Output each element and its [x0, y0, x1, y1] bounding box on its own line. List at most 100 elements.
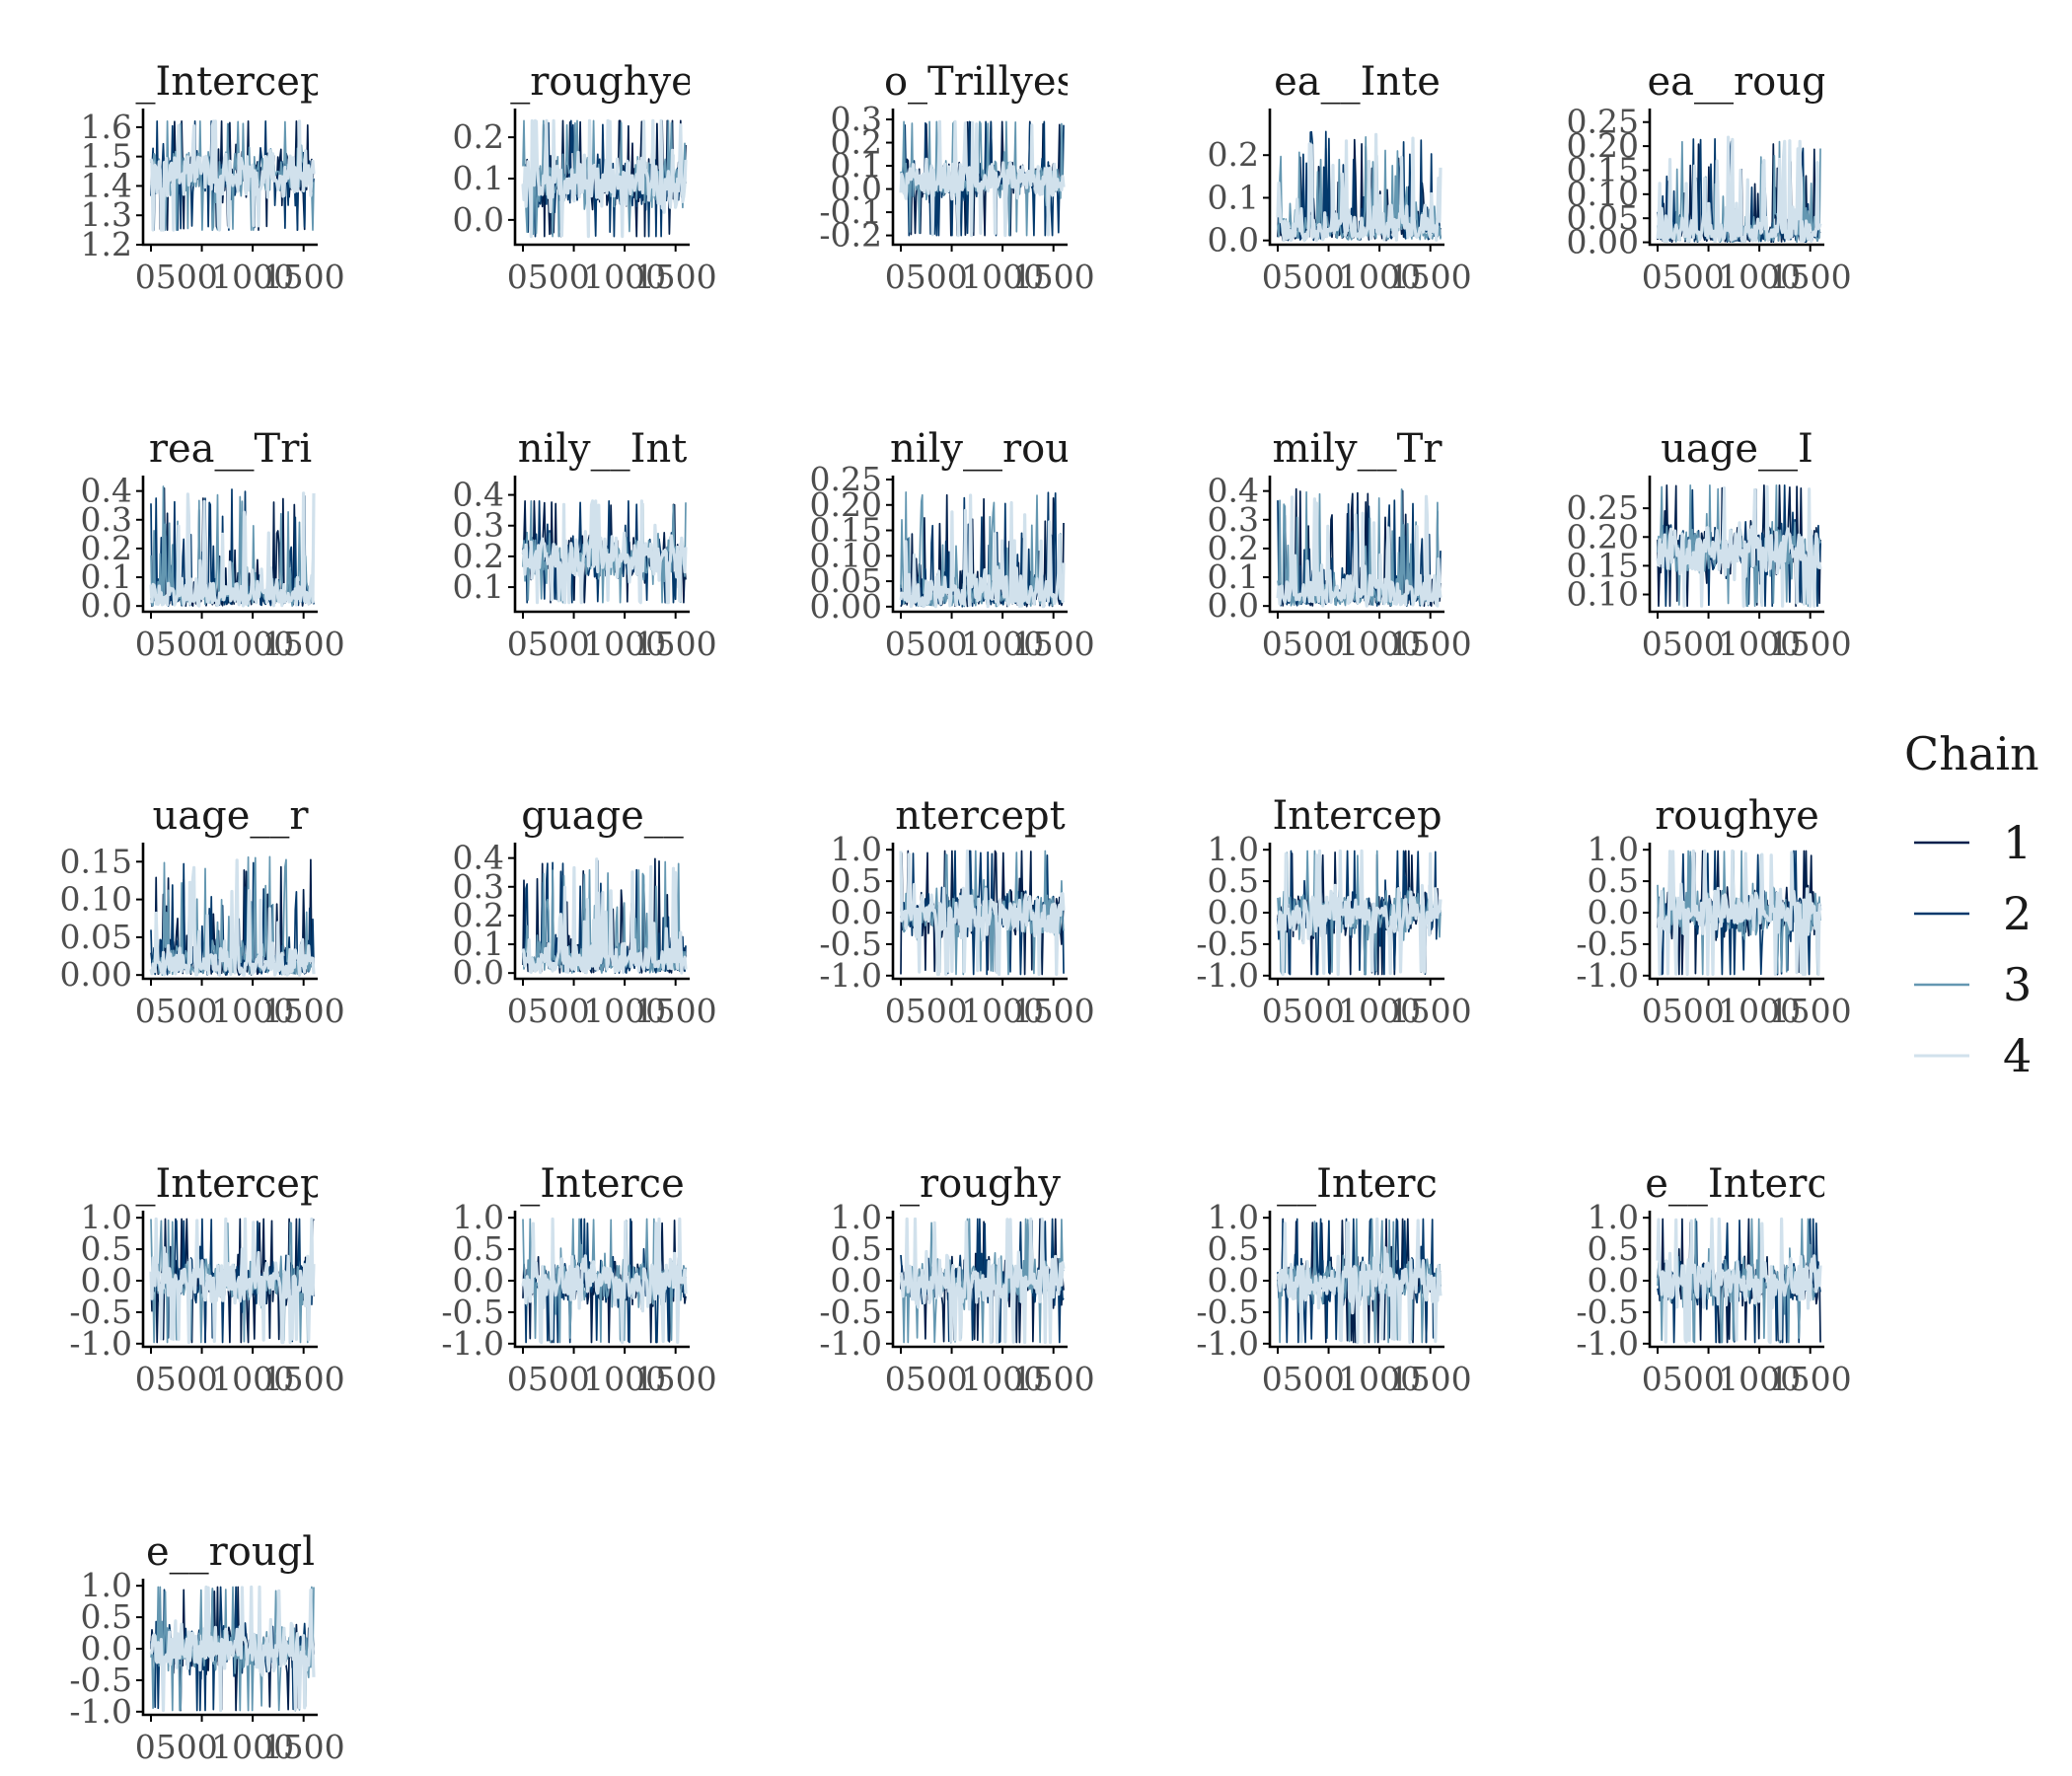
y-tick-label: 0.4 [453, 839, 504, 877]
y-tick-label: 0.15 [1567, 150, 1639, 188]
y-tick-label: -1.0 [69, 1324, 132, 1363]
x-tick-label: 1500 [1012, 625, 1095, 663]
y-tick-label: 0.5 [1208, 1229, 1259, 1268]
panel-title: o_Trillyes [884, 59, 1076, 105]
y-tick-label: -0.5 [69, 1293, 132, 1331]
x-tick-label: 1000 [211, 1728, 294, 1766]
panel-title: nily__Int [518, 426, 688, 472]
axis-lines [1648, 476, 1824, 614]
chain-4-line [1276, 1217, 1443, 1345]
legend-label-chain-3: 3 [2003, 958, 2032, 1011]
y-tick-label: 0.1 [453, 567, 504, 606]
y-tick-label: 0.1 [453, 159, 504, 197]
x-tick-label: 1500 [634, 992, 717, 1030]
x-tick-label: 1500 [262, 992, 345, 1030]
panel-title: ea__roug [1647, 59, 1826, 105]
x-tick-label: 1000 [1338, 992, 1421, 1030]
y-tick-label: -0.5 [819, 1293, 882, 1331]
x-tick-label: 1000 [211, 1360, 294, 1398]
chain-4-line [1276, 494, 1443, 608]
y-tick-label: -0.5 [1196, 1293, 1259, 1331]
chain-series-group [521, 857, 688, 975]
panel-title: e__Interc [1645, 1161, 1829, 1207]
x-tick-label: 1000 [1338, 625, 1421, 663]
panel-title: _Intercep [135, 59, 325, 105]
y-tick-label: 1.0 [831, 830, 882, 868]
chain-4-line [899, 1217, 1066, 1345]
y-tick-label: 0.3 [81, 500, 132, 539]
y-tick-label: 0.10 [810, 536, 882, 574]
panel-title: roughye [1655, 793, 1819, 839]
x-tick-label: 1000 [583, 625, 666, 663]
chain-4-line [899, 493, 1066, 609]
x-tick-label: 1500 [1769, 992, 1852, 1030]
axis-lines [513, 843, 690, 981]
y-tick-label: 0.0 [1208, 893, 1259, 931]
chain-series-group [899, 849, 1066, 977]
x-tick-label: 1000 [961, 258, 1044, 296]
y-tick-label: 0.10 [1567, 175, 1639, 213]
y-tick-label: 0.4 [453, 476, 504, 514]
x-tick-label: 0500 [507, 258, 590, 296]
x-tick-label: 0500 [507, 1360, 590, 1398]
panel-title: uage__r [152, 793, 309, 839]
chain-series-group [1656, 135, 1822, 243]
panel-title: ea__Inte [1274, 59, 1441, 105]
y-tick-label: 0.2 [831, 123, 882, 162]
y-tick-label: 0.15 [810, 511, 882, 550]
x-tick-label: 0500 [1642, 258, 1725, 296]
y-tick-label: 0.10 [1567, 575, 1639, 614]
y-tick-label: -1.0 [819, 1324, 882, 1363]
x-tick-label: 0500 [885, 1360, 968, 1398]
chain-4-line [1656, 484, 1822, 608]
panel-title: _roughy [900, 1161, 1061, 1207]
y-tick-label: 0.0 [831, 170, 882, 208]
y-tick-label: 1.0 [1588, 830, 1639, 868]
y-tick-label: 0.0 [81, 1261, 132, 1299]
y-tick-label: 0.0 [453, 953, 504, 992]
y-tick-label: 1.5 [81, 137, 132, 176]
x-tick-label: 1000 [211, 992, 294, 1030]
chain-4-line [1276, 132, 1443, 243]
chain-4-line [899, 119, 1066, 238]
y-tick-label: 0.5 [453, 1229, 504, 1268]
x-tick-label: 0500 [1262, 625, 1345, 663]
axis-lines [141, 476, 318, 614]
chain-series-group [149, 855, 316, 977]
x-tick-label: 1500 [262, 258, 345, 296]
y-tick-label: 0.0 [1588, 1261, 1639, 1299]
y-tick-label: 0.1 [1208, 178, 1259, 216]
x-tick-label: 1500 [634, 258, 717, 296]
y-tick-label: 0.20 [1567, 126, 1639, 165]
axis-lines [513, 476, 690, 614]
x-tick-label: 1000 [1718, 258, 1801, 296]
x-tick-label: 0500 [1262, 258, 1345, 296]
x-tick-label: 1000 [961, 625, 1044, 663]
y-tick-label: 0.25 [1567, 103, 1639, 141]
x-tick-label: 0500 [885, 625, 968, 663]
y-tick-label: 1.4 [81, 166, 132, 204]
x-tick-label: 0500 [885, 992, 968, 1030]
y-tick-label: 1.0 [1208, 1198, 1259, 1236]
x-tick-label: 0500 [135, 992, 218, 1030]
y-tick-label: 0.5 [1588, 861, 1639, 900]
chain-4-line [521, 857, 688, 975]
y-tick-label: 1.3 [81, 195, 132, 234]
y-tick-label: -0.1 [819, 192, 882, 231]
y-tick-label: 0.3 [831, 100, 882, 138]
chain-4-line [899, 849, 1066, 977]
chain-series-group [1276, 849, 1443, 977]
y-tick-label: 0.0 [1588, 893, 1639, 931]
y-tick-label: 0.0 [81, 586, 132, 625]
y-tick-label: 0.2 [453, 896, 504, 934]
y-tick-label: 0.0 [1208, 221, 1259, 259]
y-tick-label: 0.4 [81, 472, 132, 510]
y-tick-label: 0.0 [831, 893, 882, 931]
